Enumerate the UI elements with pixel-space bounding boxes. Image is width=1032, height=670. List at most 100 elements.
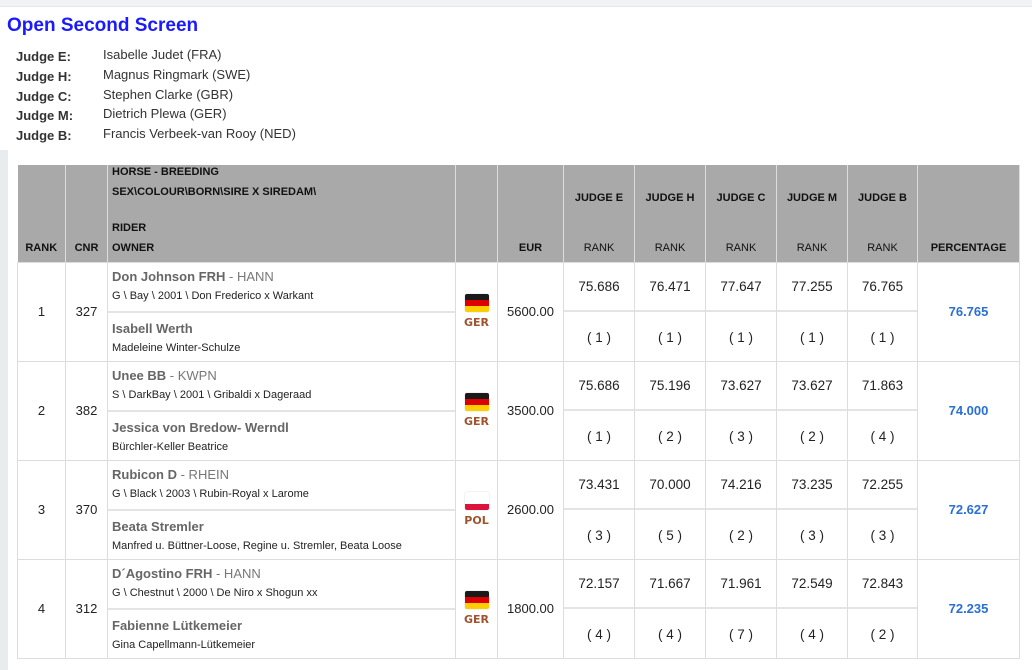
judge-score: 75.196 (635, 362, 705, 411)
judge-label: Judge H: (16, 68, 72, 84)
judge-row: Judge M: Dietrich Plewa (GER) (16, 105, 296, 125)
header-nation (455, 165, 498, 262)
rider-name[interactable]: Jessica von Bredow- Werndl (112, 419, 289, 435)
horse-name[interactable]: Rubicon D (112, 466, 177, 482)
judge-rank: ( 1 ) (870, 329, 895, 345)
judge-label: Judge E: (16, 49, 71, 64)
judge-score-cell: 76.765 ( 1 ) (847, 261, 918, 362)
horse-name[interactable]: Don Johnson FRH (112, 268, 226, 284)
nation-code: GER (463, 316, 489, 329)
judge-score-cell: 71.961 ( 7 ) (705, 558, 777, 659)
table-row[interactable]: 4 312 D´Agostino FRH - HANN G \ Chestnut… (17, 558, 1020, 659)
nation-cell: GER (455, 558, 498, 659)
judge-score-cell: 71.863 ( 4 ) (847, 360, 918, 461)
header-rank[interactable]: RANK (17, 165, 66, 262)
judge-score: 75.686 (564, 263, 634, 312)
judge-score-cell: 77.647 ( 1 ) (705, 261, 777, 362)
horse-cell: Unee BB - KWPN S \ DarkBay \ 2001 \ Grib… (107, 360, 456, 461)
owner-name: Gina Capellmann-Lütkemeier (112, 638, 256, 651)
header-eur[interactable]: EUR (497, 165, 564, 262)
judge-score-cell: 72.843 ( 2 ) (847, 558, 918, 659)
judge-score: 72.255 (848, 461, 917, 510)
judge-row: Judge H: Magnus Ringmark (SWE) (16, 66, 296, 86)
nation-cell: POL (455, 459, 498, 560)
judge-rank: ( 5 ) (657, 527, 682, 543)
header-judge[interactable]: JUDGE E RANK (563, 165, 635, 262)
judge-rank: ( 4 ) (799, 626, 824, 642)
header-judge[interactable]: JUDGE M RANK (776, 165, 848, 262)
rank-cell: 3 (17, 459, 66, 560)
open-second-screen-link[interactable]: Open Second Screen (7, 15, 199, 36)
judge-name: Isabelle Judet (FRA) (103, 47, 222, 62)
percentage-cell: 74.000 (917, 360, 1020, 461)
judge-score: 76.471 (635, 263, 705, 312)
judge-score: 73.627 (777, 362, 847, 411)
judge-score: 72.157 (564, 560, 634, 609)
nation-code: GER (463, 415, 489, 428)
judge-row: Judge E: Isabelle Judet (FRA) (16, 46, 296, 66)
header-judge[interactable]: JUDGE B RANK (847, 165, 918, 262)
table-row[interactable]: 3 370 Rubicon D - RHEIN G \ Black \ 2003… (17, 459, 1020, 560)
owner-name: Madeleine Winter-Schulze (112, 341, 241, 354)
judge-score-cell: 75.686 ( 1 ) (563, 261, 635, 362)
judge-score: 70.000 (635, 461, 705, 510)
horse-name[interactable]: D´Agostino FRH (112, 565, 213, 581)
flag-icon (464, 591, 489, 609)
top-bar (0, 0, 1032, 7)
flag-icon (464, 492, 489, 510)
horse-breed: - RHEIN (177, 466, 229, 482)
nation-code: GER (463, 613, 489, 626)
owner-name: Manfred u. Büttner-Loose, Regine u. Stre… (112, 539, 402, 552)
nation-cell: GER (455, 360, 498, 461)
owner-name: Bürchler-Keller Beatrice (112, 440, 229, 453)
judge-score-cell: 72.157 ( 4 ) (563, 558, 635, 659)
rider-name[interactable]: Fabienne Lütkemeier (112, 617, 243, 633)
rank-cell: 2 (17, 360, 66, 461)
table-row[interactable]: 1 327 Don Johnson FRH - HANN G \ Bay \ 2… (17, 261, 1020, 362)
header-cnr[interactable]: CNR (65, 165, 108, 262)
judge-score-cell: 77.255 ( 1 ) (776, 261, 848, 362)
judge-rank: ( 1 ) (657, 329, 682, 345)
judge-label: Judge C: (16, 88, 72, 104)
horse-cell: Rubicon D - RHEIN G \ Black \ 2003 \ Rub… (107, 459, 456, 560)
header-percentage[interactable]: PERCENTAGE (917, 165, 1020, 262)
header-rider: RIDER (112, 221, 147, 234)
judge-score-cell: 72.255 ( 3 ) (847, 459, 918, 560)
judge-score-cell: 73.235 ( 3 ) (776, 459, 848, 560)
judge-name: Dietrich Plewa (GER) (103, 106, 227, 122)
judge-score-cell: 72.549 ( 4 ) (776, 558, 848, 659)
judge-row: Judge C: Stephen Clarke (GBR) (16, 86, 296, 106)
judge-score: 72.843 (848, 560, 917, 609)
judge-rank: ( 1 ) (728, 329, 753, 345)
table-row[interactable]: 2 382 Unee BB - KWPN S \ DarkBay \ 2001 … (17, 360, 1020, 461)
horse-name[interactable]: Unee BB (112, 367, 167, 383)
horse-breed: - KWPN (166, 367, 217, 383)
rider-name[interactable]: Isabell Werth (112, 320, 193, 336)
header-horse-breeding: HORSE - BREEDING (112, 165, 219, 178)
judge-score-cell: 75.196 ( 2 ) (634, 360, 706, 461)
header-horse-details: SEX\COLOUR\BORN\SIRE X SIREDAM\ (112, 185, 317, 198)
cnr-cell: 382 (65, 360, 108, 461)
horse-breed: - HANN (212, 565, 261, 581)
judge-rank: ( 3 ) (870, 527, 895, 543)
judge-score: 77.255 (777, 263, 847, 312)
cnr-cell: 312 (65, 558, 108, 659)
judge-name: Stephen Clarke (GBR) (103, 86, 234, 102)
eur-cell: 2600.00 (497, 459, 564, 560)
judge-rank: ( 3 ) (586, 527, 611, 543)
header-judge[interactable]: JUDGE H RANK (634, 165, 706, 262)
judge-score: 71.667 (635, 560, 705, 609)
judge-label: Judge M: (16, 108, 74, 124)
left-panel-edge (0, 150, 8, 670)
judge-score-cell: 70.000 ( 5 ) (634, 459, 706, 560)
judges-list: Judge E: Isabelle Judet (FRA) Judge H: Magn… (16, 46, 296, 145)
judge-row: Judge B: Francis Verbeek-van Rooy (NED) (16, 125, 296, 145)
judge-score: 72.549 (777, 560, 847, 609)
cnr-cell: 370 (65, 459, 108, 560)
horse-cell: D´Agostino FRH - HANN G \ Chestnut \ 200… (107, 558, 456, 659)
rider-name[interactable]: Beata Stremler (112, 518, 204, 534)
horse-breed: - HANN (225, 268, 274, 284)
header-judge[interactable]: JUDGE C RANK (705, 165, 777, 262)
judge-rank: ( 7 ) (728, 626, 753, 642)
nation-cell: GER (455, 261, 498, 362)
